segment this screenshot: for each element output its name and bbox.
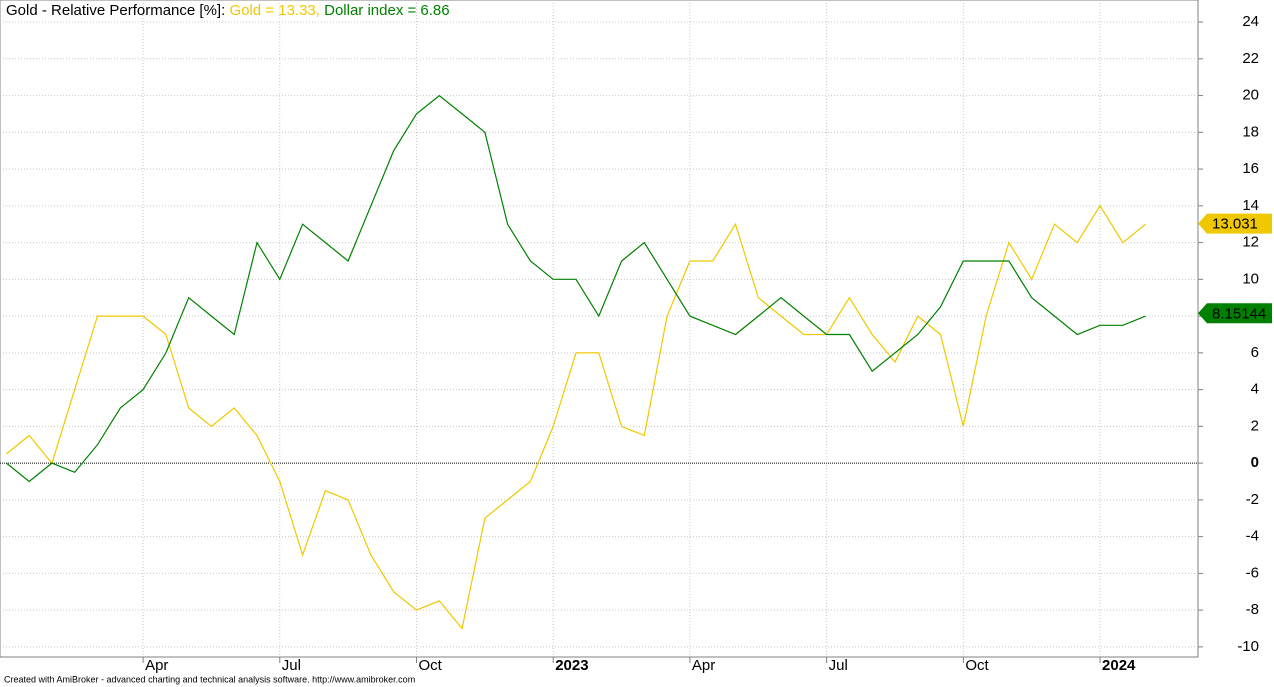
series-line xyxy=(6,204,1146,630)
x-tick-label: Apr xyxy=(145,657,168,674)
y-tick-label: 14 xyxy=(1242,197,1259,214)
y-tick-label: -8 xyxy=(1246,601,1259,618)
header-part: Gold xyxy=(229,2,261,19)
value-badge xyxy=(1198,303,1272,324)
y-tick-label: 12 xyxy=(1242,234,1259,251)
header-part: = 6.86 xyxy=(408,2,450,19)
y-tick-label: 22 xyxy=(1242,50,1259,67)
plot-frame xyxy=(0,0,1199,658)
chart-header: Gold - Relative Performance [%]: Gold = … xyxy=(6,2,450,19)
y-tick-label: -10 xyxy=(1237,638,1259,655)
y-tick-label: 16 xyxy=(1242,160,1259,177)
y-tick-label: -2 xyxy=(1246,491,1259,508)
footer: Created with AmiBroker - advanced charti… xyxy=(4,674,415,684)
y-tick-label: 0 xyxy=(1251,454,1259,471)
series-line xyxy=(6,94,1146,483)
lines xyxy=(6,94,1146,630)
y-tick-label: -4 xyxy=(1246,528,1259,545)
y-tick-label: 2 xyxy=(1251,417,1259,434)
y-tick-label: -6 xyxy=(1246,564,1259,581)
y-tick-label: 20 xyxy=(1242,87,1259,104)
y-tick-label: 10 xyxy=(1242,270,1259,287)
x-tick-label: Jul xyxy=(829,657,848,674)
x-tick-label: 2023 xyxy=(555,657,588,674)
x-tick-label: 2024 xyxy=(1102,657,1136,674)
y-tick-label: 18 xyxy=(1242,123,1259,140)
header-part: Dollar index xyxy=(324,2,404,19)
x-tick-label: Apr xyxy=(692,657,715,674)
y-tick-label: 6 xyxy=(1251,344,1259,361)
grid xyxy=(0,0,1198,657)
value-badge xyxy=(1198,213,1272,234)
x-tick-label: Oct xyxy=(418,657,442,674)
y-tick-label: 24 xyxy=(1242,13,1259,30)
header-part: Gold - Relative Performance [%]: xyxy=(6,2,225,19)
x-tick-label: Jul xyxy=(282,657,301,674)
value-badge-label: 13.031 xyxy=(1212,216,1258,233)
labels: -10-8-6-4-2024681012141618202224AprJulOc… xyxy=(142,13,1272,674)
x-tick-label: Oct xyxy=(965,657,989,674)
y-tick-label: 4 xyxy=(1251,381,1259,398)
header-part: = 13.33, xyxy=(265,2,320,19)
value-badge-label: 8.15144 xyxy=(1212,305,1266,322)
